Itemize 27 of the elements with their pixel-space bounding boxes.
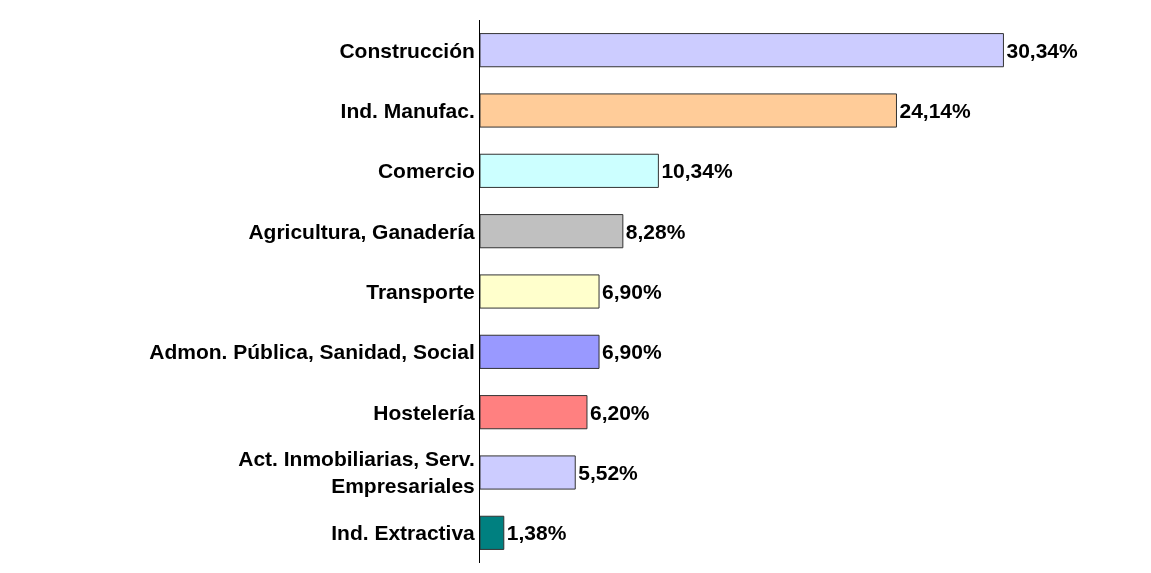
- y-tick-label: Transporte: [366, 279, 475, 303]
- data-label: 6,90%: [602, 280, 662, 303]
- bar: [480, 515, 505, 550]
- data-label: 24,14%: [899, 99, 972, 122]
- y-tick-label: Construcción: [339, 38, 475, 62]
- bar: [480, 33, 1004, 68]
- y-tick-label: Comercio: [377, 159, 475, 183]
- bar: [480, 274, 600, 309]
- y-tick-label: Act. Inmobiliarias, Serv. Empresariales: [238, 447, 475, 498]
- y-tick-label: Hostelería: [373, 400, 476, 424]
- y-tick-label: Agricultura, Ganadería: [248, 219, 476, 243]
- data-label: 6,20%: [589, 400, 650, 424]
- data-label: 1,38%: [506, 521, 567, 545]
- bar: [480, 93, 897, 128]
- bar: [480, 395, 588, 430]
- data-label: 8,28%: [625, 219, 686, 243]
- data-label: 30,34%: [1006, 38, 1078, 62]
- y-tick-label: Admon. Pública, Sanidad, Social: [149, 340, 475, 364]
- bar: [480, 153, 659, 188]
- y-tick-label: Ind. Manufac.: [340, 98, 475, 122]
- y-tick-label: Ind. Extractiva: [331, 521, 476, 545]
- bar: [480, 334, 600, 369]
- bar: [480, 455, 576, 490]
- data-label: 6,90%: [602, 340, 662, 364]
- bar: [480, 214, 624, 249]
- data-label: 10,34%: [661, 159, 733, 183]
- data-label: 5,52%: [578, 461, 639, 484]
